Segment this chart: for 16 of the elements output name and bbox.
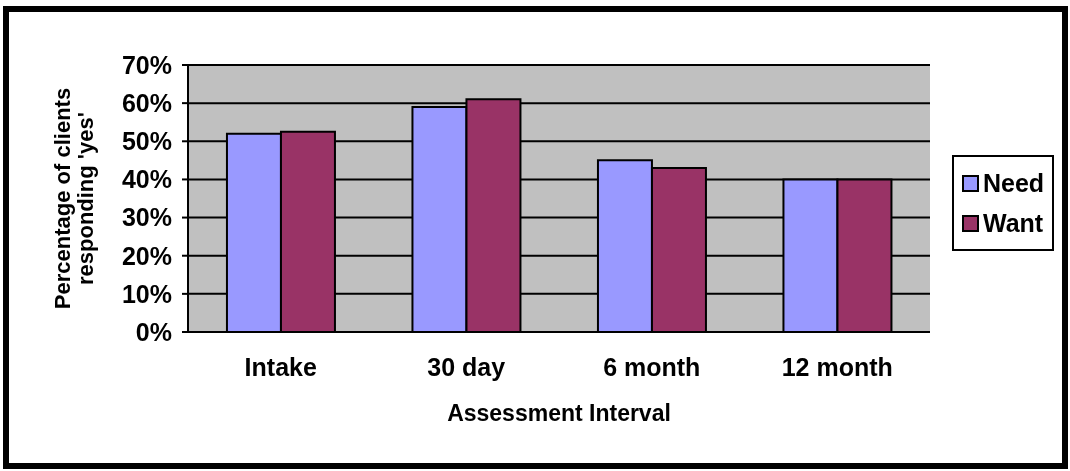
y-tick-label: 10%	[121, 279, 172, 308]
y-tick-label: 50%	[121, 127, 172, 156]
y-tick-label: 0%	[135, 317, 172, 346]
legend-label: Need	[983, 168, 1045, 198]
y-axis-title: Percentage of clients responding 'yes'	[49, 87, 98, 310]
y-tick-label: 30%	[121, 203, 172, 232]
y-tick-label: 20%	[121, 241, 172, 270]
x-tick-label: 6 month	[603, 352, 701, 381]
x-axis-title: Assessment Interval	[447, 400, 671, 426]
y-tick-label: 60%	[121, 89, 172, 118]
x-tick-label: 30 day	[427, 352, 506, 381]
x-tick-label: Intake	[244, 352, 317, 381]
y-tick-label: 40%	[121, 165, 172, 194]
legend-label: Want	[983, 208, 1044, 238]
x-tick-label: 12 month	[781, 352, 893, 381]
y-tick-label: 70%	[121, 50, 172, 79]
